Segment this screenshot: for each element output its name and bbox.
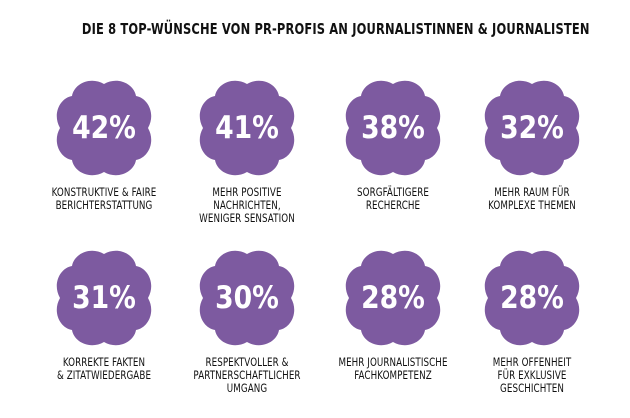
blob-shape-path bbox=[199, 80, 295, 176]
stat-label-line: MEHR OFFENHEIT bbox=[492, 355, 572, 369]
blob-shape bbox=[199, 250, 295, 346]
stat-label-line: RECHERCHE bbox=[365, 198, 421, 212]
stat-label: RESPEKTVOLLER & PARTNERSCHAFTLICHER UMGANG bbox=[190, 356, 304, 395]
blob-shape bbox=[56, 250, 152, 346]
stat-item: 42% KONSTRUKTIVE & FAIRE BERICHTERSTATTUNG bbox=[29, 78, 179, 248]
stat-label-line: KONSTRUKTIVE & FAIRE bbox=[51, 185, 157, 199]
stat-item: 32% MEHR RAUM FÜR KOMPLEXE THEMEN bbox=[457, 78, 607, 248]
stat-value: 28% bbox=[361, 280, 425, 316]
stat-value: 31% bbox=[72, 280, 136, 316]
stat-item: 28% MEHR OFFENHEIT FÜR EXKLUSIVE GESCHICHTE… bbox=[457, 248, 607, 418]
stat-label-line: KOMPLEXE THEMEN bbox=[488, 198, 576, 212]
stat-label-line: SORGFÄLTIGERE bbox=[357, 185, 429, 199]
stat-item: 28% MEHR JOURNALISTISCHE FACHKOMPETENZ bbox=[318, 248, 468, 418]
stat-label-line: RESPEKTVOLLER & bbox=[205, 355, 289, 369]
stat-label-line: NACHRICHTEN, bbox=[213, 198, 281, 212]
stat-label: MEHR JOURNALISTISCHE FACHKOMPETENZ bbox=[336, 356, 450, 382]
blob-shape bbox=[345, 250, 441, 346]
stat-blob: 41% bbox=[197, 78, 297, 178]
stat-blob: 30% bbox=[197, 248, 297, 348]
stat-value: 42% bbox=[72, 110, 136, 146]
stat-label-line: BERICHTERSTATTUNG bbox=[55, 198, 153, 212]
stat-value: 30% bbox=[215, 280, 279, 316]
stat-label-line: PARTNERSCHAFTLICHER bbox=[193, 368, 301, 382]
stat-item: 41% MEHR POSITIVE NACHRICHTEN, WENIGER SENS… bbox=[172, 78, 322, 248]
stat-label: KORREKTE FAKTEN & ZITATWIEDERGABE bbox=[47, 356, 161, 382]
stat-label: MEHR OFFENHEIT FÜR EXKLUSIVE GESCHICHTEN bbox=[475, 356, 589, 395]
stat-label-line: WENIGER SENSATION bbox=[199, 211, 295, 225]
stat-label-line: GESCHICHTEN bbox=[499, 381, 565, 395]
stat-label: MEHR RAUM FÜR KOMPLEXE THEMEN bbox=[475, 186, 589, 212]
stat-label-line: & ZITATWIEDERGABE bbox=[56, 368, 152, 382]
stat-label: SORGFÄLTIGERE RECHERCHE bbox=[336, 186, 450, 212]
stat-label-line: MEHR POSITIVE bbox=[212, 185, 282, 199]
blob-shape bbox=[56, 80, 152, 176]
stat-blob: 42% bbox=[54, 78, 154, 178]
blob-shape-path bbox=[484, 250, 580, 346]
blob-shape bbox=[484, 250, 580, 346]
blob-shape-path bbox=[199, 250, 295, 346]
stat-label: KONSTRUKTIVE & FAIRE BERICHTERSTATTUNG bbox=[47, 186, 161, 212]
stat-blob: 28% bbox=[482, 248, 582, 348]
stat-label: MEHR POSITIVE NACHRICHTEN, WENIGER SENSATI… bbox=[190, 186, 304, 225]
stat-label-line: FÜR EXKLUSIVE bbox=[497, 368, 567, 382]
stat-blob: 38% bbox=[343, 78, 443, 178]
chart-title: DIE 8 TOP-WÜNSCHE VON PR-PROFIS AN JOURN… bbox=[81, 20, 590, 38]
stat-label-line: MEHR RAUM FÜR bbox=[494, 185, 570, 199]
stat-item: 31% KORREKTE FAKTEN & ZITATWIEDERGABE bbox=[29, 248, 179, 418]
blob-shape-path bbox=[345, 80, 441, 176]
stat-blob: 28% bbox=[343, 248, 443, 348]
blob-shape-path bbox=[56, 250, 152, 346]
blob-shape-path bbox=[56, 80, 152, 176]
stat-label-line: MEHR JOURNALISTISCHE bbox=[338, 355, 448, 369]
blob-shape-path bbox=[345, 250, 441, 346]
stat-value: 38% bbox=[361, 110, 425, 146]
stat-label-line: FACHKOMPETENZ bbox=[354, 368, 432, 382]
stat-label-line: KORREKTE FAKTEN bbox=[62, 355, 146, 369]
stat-value: 28% bbox=[500, 280, 564, 316]
blob-shape-path bbox=[484, 80, 580, 176]
blob-shape bbox=[345, 80, 441, 176]
stat-blob: 32% bbox=[482, 78, 582, 178]
blob-shape bbox=[484, 80, 580, 176]
stat-blob: 31% bbox=[54, 248, 154, 348]
stat-item: 38% SORGFÄLTIGERE RECHERCHE bbox=[318, 78, 468, 248]
stat-item: 30% RESPEKTVOLLER & PARTNERSCHAFTLICHER UMG… bbox=[172, 248, 322, 418]
stat-label-line: UMGANG bbox=[226, 381, 268, 395]
stat-value: 32% bbox=[500, 110, 564, 146]
blob-shape bbox=[199, 80, 295, 176]
stat-value: 41% bbox=[215, 110, 279, 146]
